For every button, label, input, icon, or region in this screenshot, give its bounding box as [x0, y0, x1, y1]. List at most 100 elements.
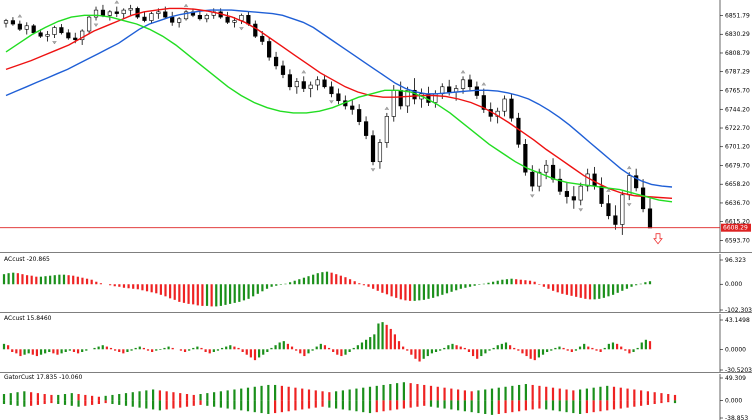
indicator-panel-3[interactable]: 49.309 0.000 -38.853 — [0, 374, 752, 420]
candle-body — [149, 13, 154, 21]
fractal-up-marker — [183, 3, 189, 8]
candle-body — [273, 56, 279, 67]
candle-body — [481, 95, 486, 110]
fractal-down-marker — [530, 194, 535, 198]
fractal-up-marker — [460, 69, 466, 74]
candle-body — [100, 9, 106, 16]
candle-body — [253, 23, 258, 37]
y-tick-label: 43.1498 — [725, 317, 750, 324]
y-tick-label: 49.309 — [725, 375, 746, 382]
candle-body — [280, 65, 286, 75]
candle-body — [183, 11, 189, 20]
candle-body — [502, 98, 507, 112]
candle-body — [357, 109, 362, 122]
y-tick-label: 6658.20 — [725, 181, 750, 188]
candle-body — [80, 30, 85, 41]
candle-body — [225, 16, 230, 23]
y-tick-label: 6615.20 — [725, 219, 750, 226]
candle-body — [322, 79, 327, 88]
candle-body — [232, 20, 237, 23]
candle-body — [121, 9, 126, 14]
fractal-down-marker — [627, 202, 632, 207]
candle-body — [308, 84, 313, 89]
candle-body — [17, 23, 22, 30]
y-tick-label: 6701.20 — [725, 144, 750, 151]
candle-body — [460, 79, 466, 89]
y-tick-label: 6593.70 — [725, 237, 750, 244]
candle-body — [634, 175, 639, 189]
candle-body — [647, 208, 653, 229]
candle-body — [73, 37, 78, 41]
y-tick-label: -38.853 — [725, 415, 748, 420]
fractal-up-marker — [384, 106, 390, 111]
candle-body — [315, 79, 320, 86]
fractal-down-marker — [370, 168, 376, 172]
candle-body — [329, 86, 334, 95]
candle-body — [467, 79, 473, 88]
y-tick-label: 6787.29 — [725, 69, 750, 76]
candle-body — [24, 25, 29, 30]
indicator-panel-1[interactable]: 96.323 0.000 -102.303 — [0, 254, 752, 314]
current-price-label: 6608.29 — [723, 225, 748, 232]
candle-body — [384, 116, 389, 143]
candle-body — [142, 16, 147, 21]
candle-body — [294, 81, 299, 88]
candle-body — [571, 196, 576, 201]
fractal-down-marker — [239, 26, 244, 31]
candle-body — [170, 16, 175, 23]
y-tick-label: 6636.70 — [725, 200, 750, 207]
candle-body — [370, 135, 376, 163]
candle-body — [398, 89, 403, 107]
candle-body — [38, 32, 43, 37]
alligator-lips-line — [5, 14, 673, 203]
candle-body — [447, 86, 452, 93]
candle-body — [578, 185, 583, 201]
candle-body — [350, 105, 355, 110]
candle-body — [204, 15, 209, 20]
current-price-badge — [721, 223, 751, 232]
price-panel[interactable]: 6851.79 6830.29 6808.79 6787.29 6765.70 6744.… — [0, 0, 752, 253]
fractal-up-marker — [114, 0, 120, 4]
y-tick-label: 6851.79 — [725, 13, 750, 20]
candle-body — [177, 18, 182, 23]
candle-body — [509, 98, 514, 119]
candle-body — [585, 173, 590, 187]
candle-body — [544, 164, 549, 173]
candle-body — [31, 25, 36, 34]
candle-body — [530, 171, 535, 187]
y-tick-label: 0.0000 — [725, 346, 746, 353]
y-tick-label: -30.5203 — [725, 367, 752, 374]
y-tick-label: 0.000 — [725, 281, 742, 288]
candle-body — [114, 11, 119, 14]
candle-body — [163, 11, 168, 18]
fractal-down-marker — [52, 40, 57, 45]
candle-body — [301, 81, 306, 89]
fractal-up-marker — [301, 69, 306, 74]
candle-body — [557, 178, 563, 192]
sell-arrow-icon — [653, 233, 663, 245]
y-tick-label: 6744.20 — [725, 106, 750, 113]
fractal-down-marker — [329, 100, 334, 104]
y-tick-label: 96.323 — [725, 257, 746, 264]
candle-body — [267, 41, 272, 58]
indicator-panel-2[interactable]: 43.1498 0.0000 -30.5203 — [0, 314, 752, 374]
alligator-teeth-line — [5, 7, 673, 199]
candle-body — [45, 34, 50, 37]
candle-body — [336, 93, 341, 102]
y-tick-label: -102.303 — [725, 307, 752, 314]
candle-body — [287, 74, 293, 88]
candle-body — [620, 194, 625, 225]
candle-body — [516, 117, 521, 145]
candle-body — [550, 164, 556, 180]
fractal-down-marker — [93, 23, 99, 28]
fractal-up-marker — [627, 165, 632, 170]
candle-body — [391, 89, 396, 117]
fractal-down-marker — [578, 208, 583, 212]
y-tick-label: 6808.79 — [725, 50, 750, 57]
candle-body — [197, 15, 202, 20]
indicator-3-label: GatorCust 17.835 -10.060 — [4, 374, 82, 381]
indicator-1-label: ACcust -20.865 — [4, 256, 50, 263]
candle-body — [52, 27, 57, 35]
